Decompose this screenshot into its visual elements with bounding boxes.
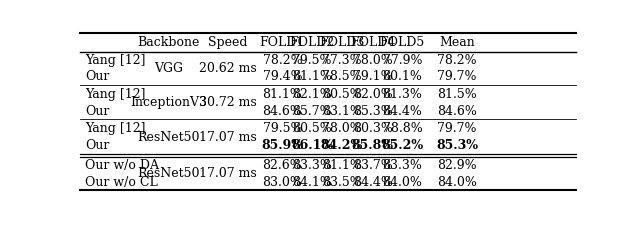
Text: 83.3%: 83.3%	[383, 159, 422, 172]
Text: Speed: Speed	[208, 36, 248, 49]
Text: Yang [12]: Yang [12]	[85, 88, 145, 101]
Text: 84.6%: 84.6%	[262, 105, 302, 118]
Text: 79.1%: 79.1%	[353, 70, 392, 83]
Text: InceptionV3: InceptionV3	[130, 96, 207, 109]
Text: VGG: VGG	[154, 62, 183, 75]
Text: 78.0%: 78.0%	[353, 54, 392, 67]
Text: 78.8%: 78.8%	[383, 122, 422, 135]
Text: 79.7%: 79.7%	[437, 122, 477, 135]
Text: 81.3%: 81.3%	[383, 88, 422, 101]
Text: 17.07 ms: 17.07 ms	[199, 167, 257, 180]
Text: FOLD3: FOLD3	[319, 36, 365, 49]
Text: 30.72 ms: 30.72 ms	[199, 96, 257, 109]
Text: 84.0%: 84.0%	[437, 176, 477, 188]
Text: 17.07 ms: 17.07 ms	[199, 131, 257, 144]
Text: 84.4%: 84.4%	[353, 176, 392, 188]
Text: Mean: Mean	[439, 36, 475, 49]
Text: 85.3%: 85.3%	[436, 139, 478, 152]
Text: 78.2%: 78.2%	[262, 54, 302, 67]
Text: 84.1%: 84.1%	[292, 176, 332, 188]
Text: 81.1%: 81.1%	[322, 159, 362, 172]
Text: 82.1%: 82.1%	[292, 88, 332, 101]
Text: 85.8%: 85.8%	[351, 139, 394, 152]
Text: 85.2%: 85.2%	[381, 139, 424, 152]
Text: ResNet50: ResNet50	[137, 167, 200, 180]
Text: 81.5%: 81.5%	[437, 88, 477, 101]
Text: 78.5%: 78.5%	[322, 70, 362, 83]
Text: 83.5%: 83.5%	[322, 176, 362, 188]
Text: 83.3%: 83.3%	[292, 159, 332, 172]
Text: 82.0%: 82.0%	[353, 88, 392, 101]
Text: 84.4%: 84.4%	[383, 105, 422, 118]
Text: 84.2%: 84.2%	[321, 139, 363, 152]
Text: Our w/o CL: Our w/o CL	[85, 176, 157, 188]
Text: Our: Our	[85, 70, 109, 83]
Text: 80.1%: 80.1%	[383, 70, 422, 83]
Text: Yang [12]: Yang [12]	[85, 122, 145, 135]
Text: 78.0%: 78.0%	[322, 122, 362, 135]
Text: Yang [12]: Yang [12]	[85, 54, 145, 67]
Text: 85.3%: 85.3%	[353, 105, 392, 118]
Text: Backbone: Backbone	[137, 36, 200, 49]
Text: 82.9%: 82.9%	[437, 159, 477, 172]
Text: 77.3%: 77.3%	[322, 54, 362, 67]
Text: Our: Our	[85, 139, 109, 152]
Text: 84.6%: 84.6%	[437, 105, 477, 118]
Text: ResNet50: ResNet50	[137, 131, 200, 144]
Text: 81.1%: 81.1%	[292, 70, 332, 83]
Text: 79.4%: 79.4%	[262, 70, 302, 83]
Text: 85.9%: 85.9%	[261, 139, 303, 152]
Text: 83.1%: 83.1%	[322, 105, 362, 118]
Text: 81.1%: 81.1%	[262, 88, 302, 101]
Text: FOLD2: FOLD2	[289, 36, 335, 49]
Text: 78.2%: 78.2%	[437, 54, 477, 67]
Text: 79.5%: 79.5%	[292, 54, 332, 67]
Text: FOLD1: FOLD1	[260, 36, 305, 49]
Text: 83.7%: 83.7%	[353, 159, 392, 172]
Text: Our w/o DA: Our w/o DA	[85, 159, 159, 172]
Text: 84.0%: 84.0%	[383, 176, 422, 188]
Text: FOLD4: FOLD4	[350, 36, 396, 49]
Text: 20.62 ms: 20.62 ms	[199, 62, 257, 75]
Text: 82.6%: 82.6%	[262, 159, 302, 172]
Text: Our: Our	[85, 105, 109, 118]
Text: 80.5%: 80.5%	[292, 122, 332, 135]
Text: 85.7%: 85.7%	[292, 105, 332, 118]
Text: 79.5%: 79.5%	[262, 122, 302, 135]
Text: 86.1%: 86.1%	[291, 139, 333, 152]
Text: 83.0%: 83.0%	[262, 176, 302, 188]
Text: 77.9%: 77.9%	[383, 54, 422, 67]
Text: 80.3%: 80.3%	[353, 122, 392, 135]
Text: 79.7%: 79.7%	[437, 70, 477, 83]
Text: 80.5%: 80.5%	[322, 88, 362, 101]
Text: FOLD5: FOLD5	[380, 36, 425, 49]
